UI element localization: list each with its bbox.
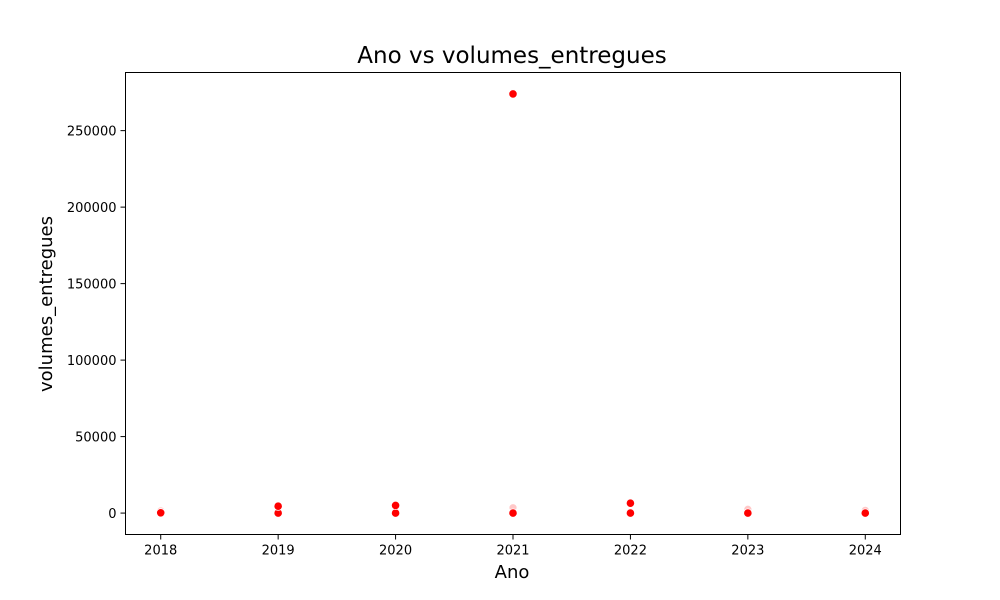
x-tick-label: 2019	[262, 544, 295, 559]
data-point	[743, 508, 753, 518]
data-point	[508, 508, 518, 518]
chart-title: Ano vs volumes_entregues	[357, 43, 666, 69]
data-point	[390, 500, 401, 511]
x-tick-label: 2023	[731, 544, 764, 559]
data-point	[625, 498, 636, 508]
x-axis: 2018 2019 2020 2021 2022 2023 2024	[144, 534, 882, 559]
y-tick-label: 200000	[67, 201, 117, 216]
y-tick-label: 50000	[75, 431, 116, 446]
x-tick-label: 2024	[849, 544, 882, 559]
y-axis: 0 50000 100000 150000 200000 250000	[67, 125, 126, 522]
x-tick-label: 2018	[144, 544, 177, 559]
y-axis-title: volumes_entregues	[36, 216, 57, 392]
data-point	[273, 501, 283, 511]
points-layer	[156, 89, 870, 518]
y-tick-label: 150000	[67, 278, 117, 293]
x-axis-title: Ano	[495, 562, 530, 583]
x-tick-label: 2022	[614, 544, 647, 559]
data-point	[860, 508, 870, 518]
y-tick-label: 0	[108, 507, 116, 522]
data-point	[625, 508, 636, 518]
y-tick-label: 100000	[67, 354, 117, 369]
x-tick-label: 2020	[379, 544, 412, 559]
data-point	[508, 89, 518, 99]
data-point	[156, 508, 166, 518]
x-tick-label: 2021	[496, 544, 529, 559]
y-tick-label: 250000	[67, 125, 117, 140]
data-point	[390, 508, 401, 518]
